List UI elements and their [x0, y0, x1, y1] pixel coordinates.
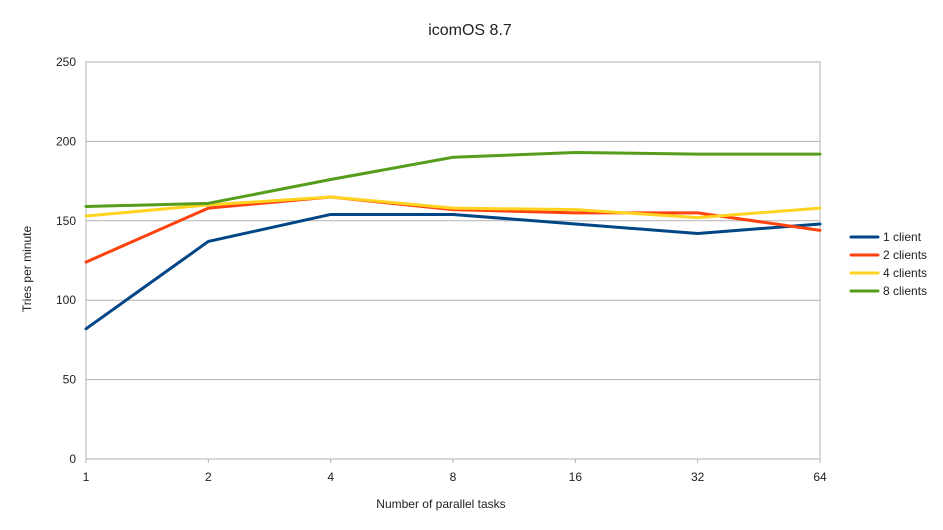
y-tick-label: 200	[56, 134, 76, 148]
gridlines	[86, 61, 820, 460]
legend-label-1: 1 client	[883, 230, 922, 244]
y-axis-title: Tries per minute	[20, 226, 34, 313]
y-tick-label: 150	[56, 214, 76, 228]
x-tick-label: 2	[205, 470, 212, 484]
chart-title: icomOS 8.7	[428, 22, 512, 39]
series-line-1	[84, 212, 822, 331]
series-line-3	[84, 195, 822, 220]
series-lines	[84, 151, 822, 331]
legend-label-2: 2 clients	[883, 248, 927, 262]
y-tick-label: 250	[56, 55, 76, 69]
plot-frame	[85, 61, 821, 460]
x-tick-label: 4	[327, 470, 334, 484]
x-axis-ticks: 1 2 4 8 16 32 64	[83, 459, 827, 484]
x-tick-label: 64	[813, 470, 827, 484]
plot-border	[85, 61, 821, 460]
y-tick-label: 50	[63, 373, 77, 387]
legend-label-4: 8 clients	[883, 284, 927, 298]
legend: 1 client 2 clients 4 clients 8 clients	[849, 230, 927, 298]
x-axis-title: Number of parallel tasks	[376, 497, 505, 511]
x-tick-label: 8	[450, 470, 457, 484]
x-tick-label: 1	[83, 470, 90, 484]
series-line-2	[84, 195, 822, 264]
x-tick-label: 16	[569, 470, 583, 484]
y-axis-ticks: 0 50 100 150 200 250	[56, 55, 76, 466]
x-tick-label: 32	[691, 470, 705, 484]
legend-label-3: 4 clients	[883, 266, 927, 280]
y-tick-label: 0	[69, 452, 76, 466]
y-tick-label: 100	[56, 293, 76, 307]
series-line-4	[84, 151, 822, 209]
